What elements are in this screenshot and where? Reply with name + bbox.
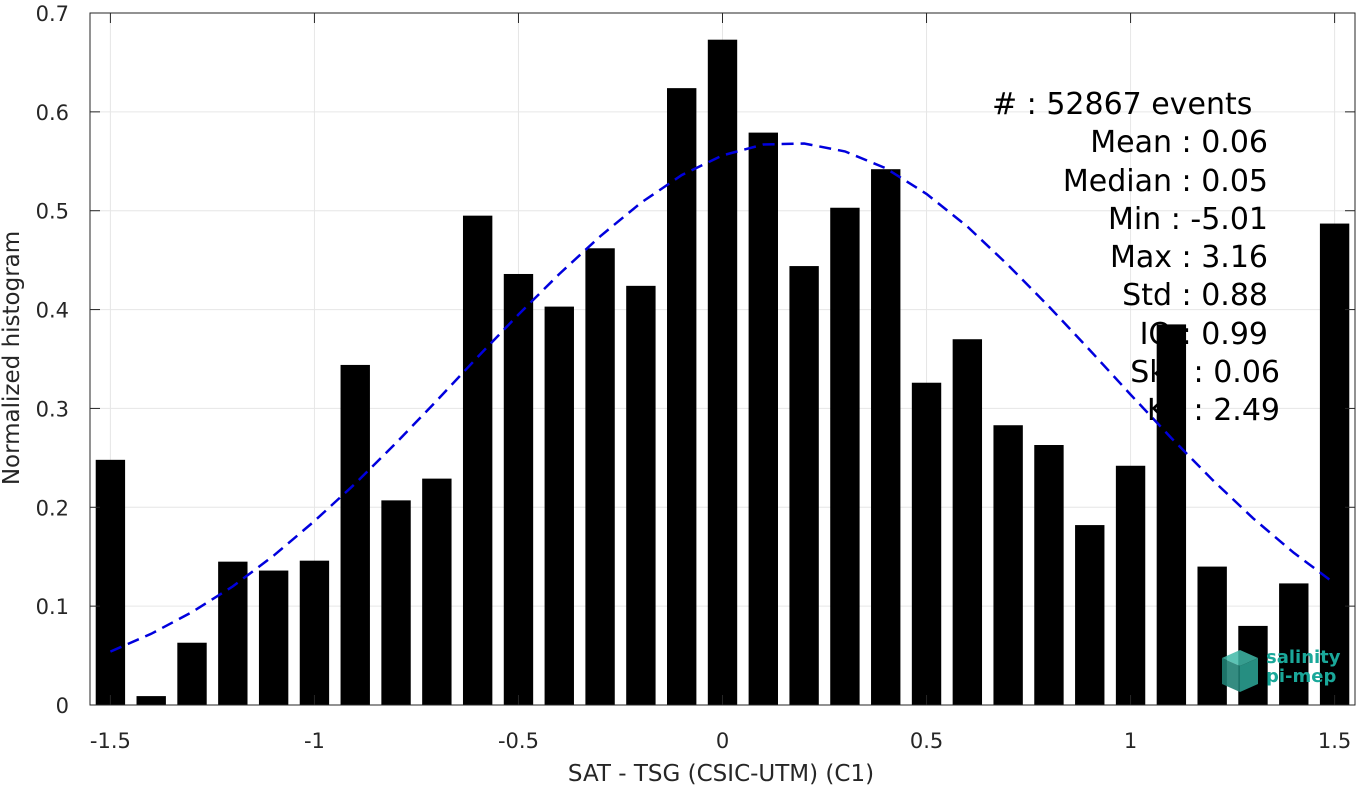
x-tick-label: -1.5 <box>90 729 131 753</box>
bars <box>95 39 1350 706</box>
histogram-bar <box>748 132 778 706</box>
stat-events: # : 52867 events <box>992 87 1253 122</box>
x-tick-label: 1 <box>1124 729 1137 753</box>
histogram-bar <box>381 500 411 705</box>
stat-mean: Mean : 0.06 <box>1090 125 1268 161</box>
histogram-bar <box>626 285 656 705</box>
histogram-bar <box>95 459 126 705</box>
histogram-bar <box>830 207 860 705</box>
histogram-bar <box>1115 465 1146 705</box>
x-tick-label: -1 <box>304 729 325 753</box>
y-tick-label: 0 <box>56 694 69 718</box>
stat-iqr: IQ : 0.99 <box>1139 316 1268 352</box>
statistics-panel: # : 52867 events Mean : 0.06 Median : 0.… <box>960 86 1280 431</box>
x-axis-ticks: -1.5 -1 -0.5 0 0.5 1 1.5 <box>90 13 1351 753</box>
x-tick-label: 0.5 <box>910 729 943 753</box>
stat-kurtosis: Ku : 2.49 <box>1146 393 1280 429</box>
histogram-bar <box>177 642 207 705</box>
salinity-pi-mep-logo: salinity pi-mep <box>1218 648 1358 696</box>
stat-std: Std : 0.88 <box>1122 278 1268 314</box>
x-axis-label: SAT - TSG (CSIC-UTM) (C1) <box>568 761 874 785</box>
histogram-bar <box>462 215 493 705</box>
histogram-bar <box>258 570 289 705</box>
histogram-bar <box>1034 445 1064 705</box>
histogram-bar <box>707 39 738 706</box>
logo-line-1: salinity <box>1266 647 1341 668</box>
stat-max: Max : 3.16 <box>1110 240 1268 276</box>
y-axis-label: Normalized histogram <box>0 231 25 485</box>
histogram-bar <box>340 364 370 705</box>
histogram-bar <box>871 169 901 706</box>
histogram-bar <box>544 306 574 705</box>
histogram-bar <box>1197 566 1227 705</box>
y-tick-label: 0.1 <box>36 595 69 619</box>
histogram-bar <box>299 560 330 705</box>
y-tick-label: 0.7 <box>36 2 69 26</box>
y-tick-label: 0.2 <box>36 496 69 520</box>
stat-min: Min : -5.01 <box>1107 201 1268 237</box>
histogram-bar <box>218 561 248 705</box>
histogram-bar <box>503 273 534 705</box>
stat-median: Median : 0.05 <box>1062 163 1268 199</box>
x-tick-label: 0 <box>716 729 729 753</box>
logo-line-2: pi-mep <box>1266 666 1337 687</box>
normal-fit-curve <box>109 142 1336 653</box>
histogram-bar <box>585 248 615 705</box>
x-tick-label: -0.5 <box>498 729 539 753</box>
histogram-bar <box>136 696 166 705</box>
y-tick-label: 0.3 <box>36 397 69 421</box>
histogram-bar <box>422 478 452 705</box>
y-tick-label: 0.4 <box>36 299 69 323</box>
stat-skewness: Ske : 0.06 <box>1130 355 1280 391</box>
cube-logo-icon <box>1222 650 1258 692</box>
y-axis-ticks: 0 0.1 0.2 0.3 0.4 0.5 0.6 0.7 <box>36 2 1355 718</box>
y-tick-label: 0.5 <box>36 200 69 224</box>
x-tick-label: 1.5 <box>1318 729 1351 753</box>
y-tick-label: 0.6 <box>36 101 69 125</box>
histogram-bar <box>667 88 697 706</box>
histogram-bar <box>1319 223 1350 705</box>
histogram-bar <box>789 266 819 705</box>
histogram-bar <box>952 339 983 705</box>
histogram-bar <box>911 382 942 705</box>
histogram-bar <box>1075 525 1105 705</box>
histogram-bar <box>1156 324 1187 705</box>
histogram-bar <box>1279 583 1309 705</box>
histogram-bar <box>993 425 1023 705</box>
